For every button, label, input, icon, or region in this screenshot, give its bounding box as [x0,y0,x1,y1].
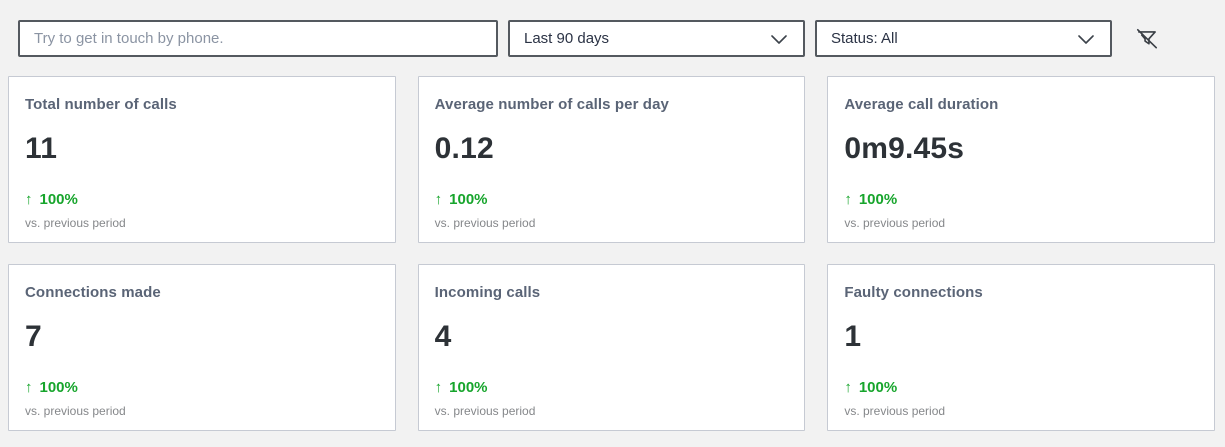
trend-up-arrow-icon: ↑ [25,191,33,208]
card-title: Total number of calls [25,96,177,113]
card-caption: vs. previous period [434,404,536,418]
trend-up-arrow-icon: ↑ [25,379,33,396]
card-caption: vs. previous period [25,404,126,418]
trend-up-arrow-icon: ↑ [434,191,443,208]
trend-change: 100% [39,379,78,396]
card-trend: ↑ 100% [25,379,78,396]
filter-off-icon [1136,28,1158,48]
trend-change: 100% [858,191,898,208]
clear-filter-button[interactable] [1130,22,1164,56]
trend-change: 100% [449,379,488,396]
trend-up-arrow-icon: ↑ [844,379,852,396]
card-caption: vs. previous period [25,216,126,230]
stat-card-faulty-connections: Faulty connections 1 ↑ 100% vs. previous… [827,264,1215,431]
card-trend: ↑ 100% [844,191,897,208]
status-select[interactable]: Status: All [815,20,1112,57]
search-input[interactable] [18,20,498,57]
chevron-down-icon [1078,34,1094,44]
card-trend: ↑ 100% [844,379,897,396]
chevron-down-icon [771,34,787,44]
card-caption: vs. previous period [844,216,946,230]
card-trend: ↑ 100% [25,191,78,208]
trend-change: 100% [858,379,898,396]
card-value: 0m9.45s [844,132,965,165]
trend-change: 100% [39,191,78,208]
card-title: Incoming calls [434,284,541,301]
trend-change: 100% [449,191,488,208]
card-value: 0.12 [434,132,494,165]
stat-card-total-calls: Total number of calls 11 ↑ 100% vs. prev… [8,76,396,243]
stat-card-avg-calls-per-day: Average number of calls per day 0.12 ↑ 1… [417,76,806,243]
card-caption: vs. previous period [434,216,536,230]
trend-up-arrow-icon: ↑ [844,191,852,208]
filter-toolbar: Last 90 days Status: All [0,0,1225,57]
date-range-value: Last 90 days [524,30,610,47]
card-trend: ↑ 100% [435,379,488,396]
card-value: 1 [844,320,862,353]
stat-card-connections-made: Connections made 7 ↑ 100% vs. previous p… [8,264,396,431]
card-value: 4 [434,320,452,353]
status-value: Status: All [831,30,898,47]
trend-up-arrow-icon: ↑ [434,379,443,396]
card-value: 7 [25,320,42,353]
card-caption: vs. previous period [844,404,946,418]
stat-card-incoming-calls: Incoming calls 4 ↑ 100% vs. previous per… [417,264,806,431]
card-title: Connections made [25,284,161,301]
card-value: 11 [25,132,58,165]
card-title: Faulty connections [844,284,983,301]
card-title: Average number of calls per day [434,96,669,113]
stats-grid: Total number of calls 11 ↑ 100% vs. prev… [8,76,1215,431]
card-title: Average call duration [844,96,999,113]
card-trend: ↑ 100% [435,191,488,208]
stat-card-avg-call-duration: Average call duration 0m9.45s ↑ 100% vs.… [827,76,1215,243]
date-range-select[interactable]: Last 90 days [508,20,805,57]
